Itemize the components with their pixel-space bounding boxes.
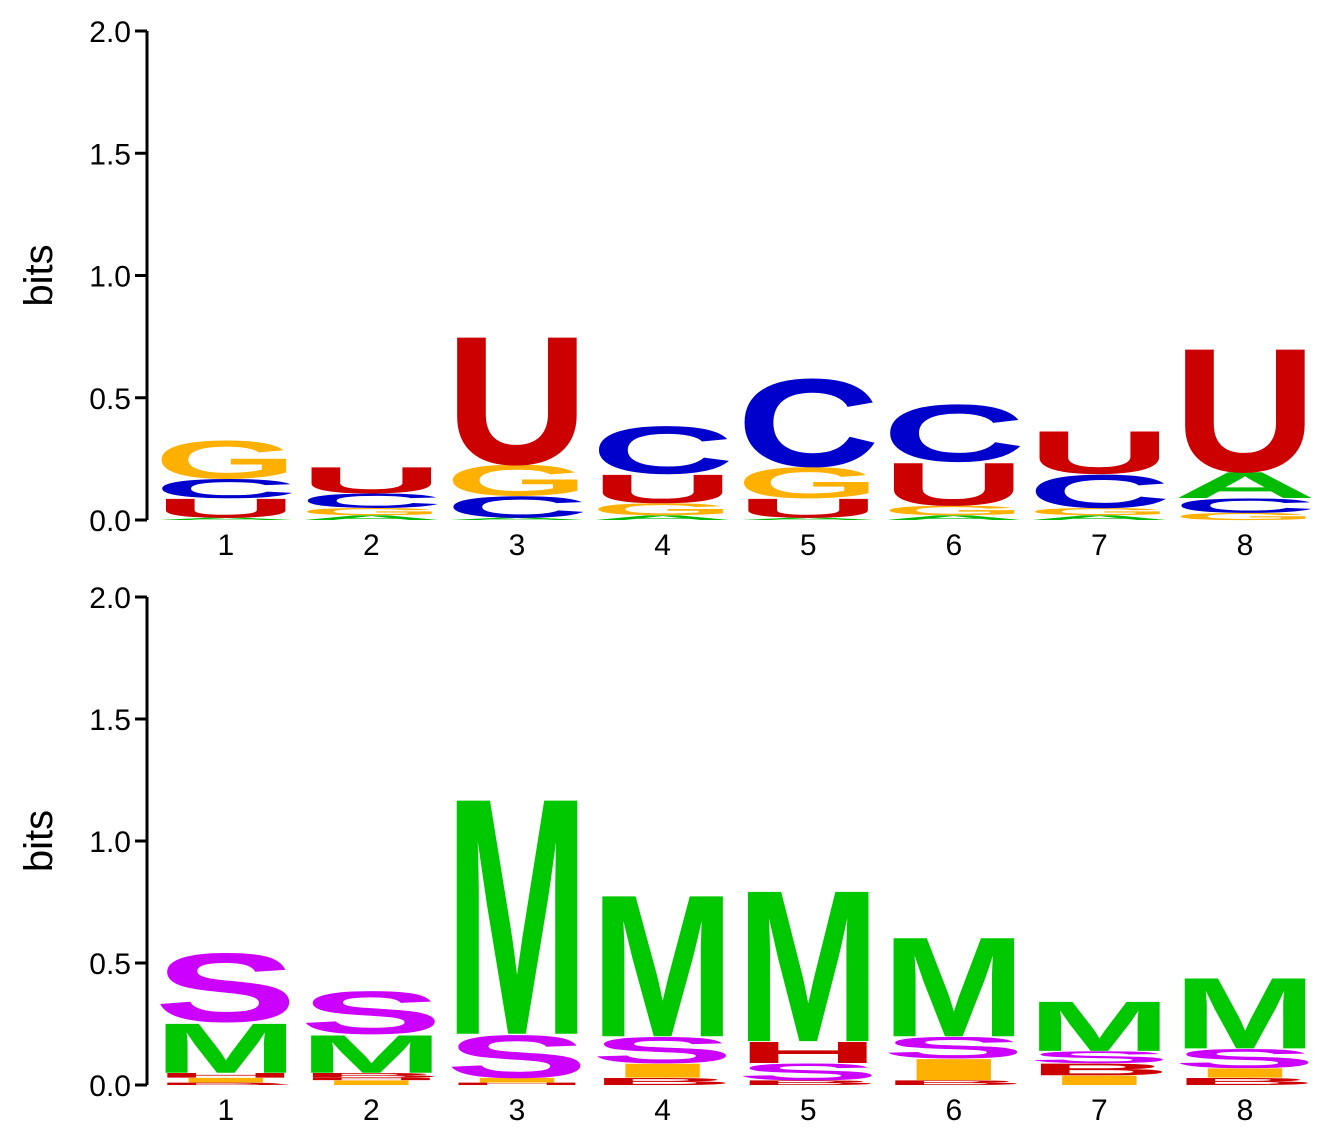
- x-tick-label: 8: [1237, 1094, 1254, 1127]
- logo-glyph-i: I: [1173, 1065, 1317, 1080]
- logo-glyph-g: G: [591, 500, 735, 519]
- logo-glyph-s: S: [1173, 1043, 1317, 1073]
- logo-glyph-b: B: [1173, 1076, 1317, 1087]
- logo-glyph-u: U: [300, 459, 444, 501]
- x-tick-label: 6: [945, 529, 962, 562]
- logo-glyph-b: B: [591, 1076, 735, 1087]
- x-tick-label: 4: [654, 529, 671, 562]
- logo-glyph-g: G: [882, 503, 1026, 518]
- logo-glyph-m: M: [154, 1009, 298, 1088]
- x-tick-label: 4: [654, 1094, 671, 1127]
- logo-glyph-h: H: [300, 1077, 444, 1081]
- logo-glyph-a: A: [154, 517, 298, 521]
- logo-glyph-b: B: [154, 1082, 298, 1086]
- logo-glyph-i: I: [882, 1053, 1026, 1087]
- logo-glyph-u: U: [1173, 311, 1317, 508]
- x-tick-label: 1: [217, 529, 234, 562]
- logo-glyph-g: G: [300, 506, 444, 517]
- logo-glyph-h: H: [736, 1036, 880, 1070]
- logo-glyph-s: S: [591, 1029, 735, 1071]
- logo-glyph-u: U: [736, 493, 880, 523]
- x-tick-label: 7: [1091, 529, 1108, 562]
- logo-glyph-g: G: [1028, 506, 1172, 517]
- logo-glyph-h: H: [445, 1082, 589, 1086]
- logo-glyph-a: A: [1028, 514, 1172, 522]
- logo-glyph-u: U: [1028, 419, 1172, 487]
- logo-glyph-c: C: [300, 489, 444, 512]
- logo-glyph-g: G: [736, 459, 880, 508]
- logo-glyph-s: S: [154, 933, 298, 1042]
- logo-glyph-m: M: [1028, 987, 1172, 1066]
- y-tick-label: 0.0: [89, 1070, 131, 1103]
- x-tick-label: 6: [945, 1094, 962, 1127]
- x-tick-label: 2: [363, 529, 380, 562]
- x-tick-label: 2: [363, 1094, 380, 1127]
- logo-glyph-m: M: [1173, 956, 1317, 1070]
- logo-glyph-m: M: [591, 852, 735, 1080]
- logo-glyph-u: U: [445, 298, 589, 503]
- logo-glyph-i: I: [154, 1076, 298, 1084]
- logo-glyph-a: A: [591, 514, 735, 522]
- y-tick-label: 1.5: [89, 704, 131, 737]
- y-axis-title: bits: [17, 244, 61, 306]
- logo-glyph-i: I: [591, 1059, 735, 1082]
- logo-glyph-s: S: [882, 1031, 1026, 1065]
- logo-glyph-s: S: [445, 1023, 589, 1091]
- y-tick-label: 0.5: [89, 383, 131, 416]
- logo-glyph-g: G: [1173, 511, 1317, 522]
- logo-glyph-m: M: [300, 1024, 444, 1085]
- y-tick-label: 1.5: [89, 138, 131, 171]
- logo-glyph-c: C: [1028, 465, 1172, 518]
- nucleotide-logo-panel: 0.00.51.01.52.0bits1AUCG2AGCU3ACGU4AGUC5…: [17, 16, 1317, 562]
- logo-glyph-u: U: [591, 466, 735, 511]
- logo-glyph-i: I: [445, 1076, 589, 1084]
- logo-glyph-m: M: [445, 727, 589, 1105]
- logo-glyph-c: C: [1173, 494, 1317, 517]
- logo-glyph-a: A: [736, 517, 880, 521]
- logo-glyph-a: A: [1173, 464, 1317, 506]
- y-tick-label: 0.5: [89, 948, 131, 981]
- logo-glyph-c: C: [736, 353, 880, 494]
- logo-glyph-g: G: [154, 429, 298, 490]
- logo-glyph-b: B: [1028, 1060, 1172, 1079]
- logo-glyph-b: B: [300, 1072, 444, 1080]
- logo-glyph-s: S: [1028, 1048, 1172, 1067]
- logo-glyph-b: B: [882, 1079, 1026, 1087]
- y-tick-label: 1.0: [89, 261, 131, 294]
- y-tick-label: 0.0: [89, 505, 131, 538]
- x-tick-label: 5: [800, 1094, 817, 1127]
- logo-glyph-c: C: [445, 490, 589, 524]
- logo-glyph-a: A: [445, 517, 589, 521]
- y-axis-title: bits: [17, 810, 61, 872]
- x-tick-label: 3: [509, 529, 526, 562]
- y-tick-label: 2.0: [89, 582, 131, 615]
- logo-glyph-a: A: [882, 514, 1026, 522]
- logo-glyph-u: U: [882, 450, 1026, 518]
- logo-glyph-g: G: [445, 456, 589, 505]
- logo-glyph-i: I: [1028, 1073, 1172, 1088]
- logo-glyph-m: M: [882, 908, 1026, 1066]
- logo-glyph-s: S: [300, 979, 444, 1047]
- logo-glyph-s: S: [736, 1059, 880, 1085]
- x-tick-label: 5: [800, 529, 817, 562]
- logo-glyph-u: U: [154, 493, 298, 523]
- logo-glyph-a: A: [300, 514, 444, 522]
- structure-logo-panel: 0.00.51.01.52.0bits1BIHMS2IHBMS3HISM4BIS…: [17, 582, 1317, 1127]
- y-tick-label: 1.0: [89, 826, 131, 859]
- logo-glyph-c: C: [154, 474, 298, 504]
- x-tick-label: 8: [1237, 529, 1254, 562]
- logo-glyph-i: I: [300, 1079, 444, 1087]
- y-tick-label: 2.0: [89, 16, 131, 49]
- logo-glyph-c: C: [591, 413, 735, 488]
- logo-glyph-b: B: [736, 1079, 880, 1087]
- logo-glyph-c: C: [882, 388, 1026, 479]
- x-tick-label: 3: [509, 1094, 526, 1127]
- x-tick-label: 7: [1091, 1094, 1108, 1127]
- logo-glyph-h: H: [154, 1072, 298, 1080]
- x-tick-label: 1: [217, 1094, 234, 1127]
- logo-glyph-m: M: [736, 845, 880, 1087]
